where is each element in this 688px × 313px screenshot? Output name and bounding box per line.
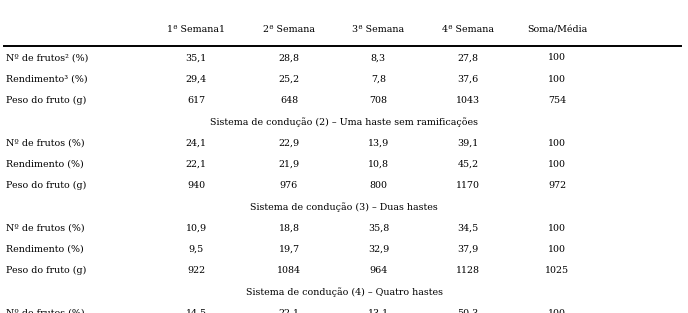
Text: 50,3: 50,3	[458, 309, 478, 313]
Text: 39,1: 39,1	[458, 139, 478, 147]
Text: 1043: 1043	[455, 96, 480, 105]
Text: 976: 976	[280, 181, 298, 190]
Text: 617: 617	[187, 96, 205, 105]
Text: Sistema de condução (4) – Quatro hastes: Sistema de condução (4) – Quatro hastes	[246, 287, 442, 297]
Text: 800: 800	[369, 181, 387, 190]
Text: 13,1: 13,1	[368, 309, 389, 313]
Text: 24,1: 24,1	[186, 139, 206, 147]
Text: 14,5: 14,5	[186, 309, 206, 313]
Text: 1170: 1170	[456, 181, 480, 190]
Text: 22,9: 22,9	[279, 139, 299, 147]
Text: 1ª Semana1: 1ª Semana1	[167, 25, 225, 34]
Text: 32,9: 32,9	[368, 245, 389, 254]
Text: 35,8: 35,8	[368, 224, 389, 233]
Text: Sistema de condução (3) – Duas hastes: Sistema de condução (3) – Duas hastes	[250, 202, 438, 212]
Text: 1128: 1128	[456, 266, 480, 275]
Text: 10,9: 10,9	[186, 224, 206, 233]
Text: 3ª Semana: 3ª Semana	[352, 25, 405, 34]
Text: Nº de frutos (%): Nº de frutos (%)	[6, 224, 84, 233]
Text: Rendimento (%): Rendimento (%)	[6, 245, 83, 254]
Text: Peso do fruto (g): Peso do fruto (g)	[6, 96, 86, 105]
Text: 100: 100	[548, 54, 566, 62]
Text: 972: 972	[548, 181, 566, 190]
Text: Nº de frutos (%): Nº de frutos (%)	[6, 309, 84, 313]
Text: Rendimento (%): Rendimento (%)	[6, 160, 83, 169]
Text: 10,8: 10,8	[368, 160, 389, 169]
Text: 35,1: 35,1	[186, 54, 206, 62]
Text: 9,5: 9,5	[189, 245, 204, 254]
Text: 964: 964	[369, 266, 387, 275]
Text: 22,1: 22,1	[279, 309, 299, 313]
Text: Peso do fruto (g): Peso do fruto (g)	[6, 266, 86, 275]
Text: 27,8: 27,8	[458, 54, 478, 62]
Text: 37,9: 37,9	[458, 245, 478, 254]
Text: 18,8: 18,8	[279, 224, 299, 233]
Text: 45,2: 45,2	[458, 160, 478, 169]
Text: 25,2: 25,2	[279, 75, 299, 84]
Text: 2ª Semana: 2ª Semana	[263, 25, 315, 34]
Text: 100: 100	[548, 75, 566, 84]
Text: 754: 754	[548, 96, 566, 105]
Text: 7,8: 7,8	[371, 75, 386, 84]
Text: Nº de frutos² (%): Nº de frutos² (%)	[6, 54, 88, 62]
Text: 648: 648	[280, 96, 298, 105]
Text: 100: 100	[548, 245, 566, 254]
Text: 922: 922	[187, 266, 205, 275]
Text: Rendimento³ (%): Rendimento³ (%)	[6, 75, 87, 84]
Text: Nº de frutos (%): Nº de frutos (%)	[6, 139, 84, 147]
Text: 21,9: 21,9	[279, 160, 299, 169]
Text: 29,4: 29,4	[186, 75, 206, 84]
Text: 37,6: 37,6	[458, 75, 478, 84]
Text: 708: 708	[369, 96, 387, 105]
Text: 940: 940	[187, 181, 205, 190]
Text: 100: 100	[548, 309, 566, 313]
Text: 13,9: 13,9	[368, 139, 389, 147]
Text: 1025: 1025	[545, 266, 570, 275]
Text: 28,8: 28,8	[279, 54, 299, 62]
Text: 1084: 1084	[277, 266, 301, 275]
Text: 19,7: 19,7	[279, 245, 299, 254]
Text: 22,1: 22,1	[186, 160, 206, 169]
Text: 100: 100	[548, 139, 566, 147]
Text: 34,5: 34,5	[458, 224, 478, 233]
Text: Soma/Média: Soma/Média	[527, 25, 588, 34]
Text: 100: 100	[548, 224, 566, 233]
Text: 8,3: 8,3	[371, 54, 386, 62]
Text: Peso do fruto (g): Peso do fruto (g)	[6, 181, 86, 190]
Text: 100: 100	[548, 160, 566, 169]
Text: 4ª Semana: 4ª Semana	[442, 25, 494, 34]
Text: Sistema de condução (2) – Uma haste sem ramificações: Sistema de condução (2) – Uma haste sem …	[210, 117, 478, 127]
